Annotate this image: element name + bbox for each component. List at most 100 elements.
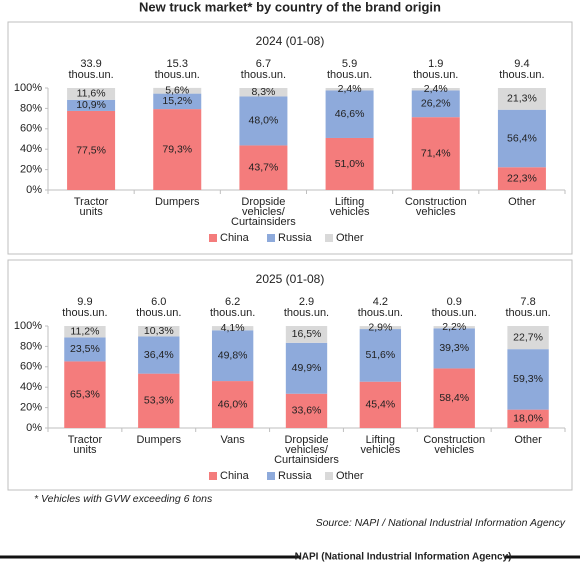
bar-segment bbox=[153, 93, 202, 110]
y-tick-label: 40% bbox=[20, 143, 42, 155]
bar-segment bbox=[239, 145, 288, 190]
legend-label: Other bbox=[336, 470, 364, 482]
legend-label: Other bbox=[336, 232, 364, 244]
value-label: 56,4% bbox=[507, 132, 537, 144]
value-label: 10,3% bbox=[144, 325, 174, 337]
total-label: 4.2 bbox=[373, 296, 388, 308]
y-tick-label: 20% bbox=[20, 402, 42, 414]
total-unit: thous.un. bbox=[136, 307, 181, 319]
bar-segment bbox=[359, 326, 402, 330]
chart-title: 2024 (01-08) bbox=[256, 34, 325, 48]
legend-swatch bbox=[325, 472, 333, 480]
bar-segment bbox=[433, 328, 475, 369]
bar-segment bbox=[497, 109, 546, 168]
total-label: 9.9 bbox=[77, 296, 92, 308]
legend-swatch bbox=[267, 472, 275, 480]
y-tick-label: 20% bbox=[20, 164, 42, 176]
legend-swatch bbox=[267, 234, 275, 242]
value-label: 22,7% bbox=[513, 331, 543, 343]
value-label: 49,8% bbox=[218, 349, 248, 361]
x-tick-label: Tractor units bbox=[68, 434, 103, 456]
value-label: 23,5% bbox=[70, 343, 100, 355]
y-tick-label: 80% bbox=[20, 340, 42, 352]
value-label: 46,6% bbox=[335, 108, 365, 120]
total-unit: thous.un. bbox=[358, 307, 403, 319]
total-unit: thous.un. bbox=[62, 307, 107, 319]
bar-segment bbox=[433, 326, 475, 329]
total-unit: thous.un. bbox=[505, 307, 550, 319]
legend-swatch bbox=[325, 234, 333, 242]
bar-segment bbox=[325, 137, 374, 190]
value-label: 18,0% bbox=[513, 413, 543, 425]
bar-segment bbox=[411, 90, 460, 118]
total-label: 0.9 bbox=[447, 296, 462, 308]
total-label: 6.7 bbox=[256, 58, 271, 70]
value-label: 58,4% bbox=[439, 392, 469, 404]
value-label: 59,3% bbox=[513, 373, 543, 385]
footer: NAPI (National Industrial Information Ag… bbox=[295, 552, 512, 563]
x-tick-label: Lifting vehicles bbox=[360, 434, 400, 456]
bar-segment bbox=[359, 381, 402, 428]
x-tick-label: Dropside vehicles/Curtainsiders bbox=[274, 434, 339, 466]
value-label: 8,3% bbox=[251, 86, 275, 98]
y-tick-label: 0% bbox=[26, 184, 42, 196]
bar-segment bbox=[285, 342, 328, 394]
bar-segment bbox=[138, 336, 180, 374]
bar-segment bbox=[285, 393, 328, 428]
total-label: 6.2 bbox=[225, 296, 240, 308]
x-tick-label: Lifting vehicles bbox=[330, 196, 370, 218]
legend-label: China bbox=[220, 470, 250, 482]
total-label: 2.9 bbox=[299, 296, 314, 308]
value-label: 2,2% bbox=[442, 321, 466, 333]
total-label: 9.4 bbox=[514, 58, 529, 70]
bar-segment bbox=[411, 117, 460, 190]
total-unit: thous.un. bbox=[413, 69, 458, 81]
total-unit: thous.un. bbox=[210, 307, 255, 319]
bar-segment bbox=[211, 326, 254, 331]
page-title: New truck market* by country of the bran… bbox=[139, 0, 441, 14]
x-tick-label: Dumpers bbox=[155, 196, 200, 208]
total-unit: thous.un. bbox=[432, 307, 477, 319]
bar-segment bbox=[325, 88, 374, 91]
total-label: 6.0 bbox=[151, 296, 166, 308]
value-label: 39,3% bbox=[439, 342, 469, 354]
x-tick-label: Construction vehicles bbox=[405, 196, 467, 218]
total-unit: thous.un. bbox=[284, 307, 329, 319]
value-label: 11,6% bbox=[77, 88, 106, 100]
bar-segment bbox=[285, 326, 328, 343]
y-tick-label: 60% bbox=[20, 123, 42, 135]
total-label: 7.8 bbox=[520, 296, 535, 308]
x-tick-label: Dumpers bbox=[136, 434, 181, 446]
bar-segment bbox=[153, 87, 202, 94]
legend-label: China bbox=[220, 232, 250, 244]
value-label: 46,0% bbox=[218, 398, 248, 410]
bar-segment bbox=[359, 329, 402, 382]
bar-segment bbox=[507, 326, 549, 350]
bar-segment bbox=[325, 90, 374, 138]
bar-segment bbox=[497, 167, 546, 190]
bar-segment bbox=[411, 88, 460, 91]
value-label: 43,7% bbox=[249, 161, 279, 173]
bar-segment bbox=[67, 110, 116, 190]
total-unit: thous.un. bbox=[155, 69, 200, 81]
value-label: 48,0% bbox=[249, 115, 279, 127]
legend-swatch bbox=[209, 472, 217, 480]
bar-segment bbox=[507, 349, 549, 410]
source: Source: NAPI / National Industrial Infor… bbox=[316, 517, 566, 529]
value-label: 45,4% bbox=[365, 399, 395, 411]
bar-segment bbox=[211, 330, 254, 382]
value-label: 51,6% bbox=[365, 349, 395, 361]
y-tick-label: 100% bbox=[14, 320, 42, 332]
bar-segment bbox=[497, 88, 546, 110]
x-tick-label: Dropside vehicles/Curtainsiders bbox=[231, 196, 296, 228]
value-label: 79,3% bbox=[162, 143, 192, 155]
x-tick-label: Vans bbox=[221, 434, 246, 446]
bar-segment bbox=[507, 409, 549, 428]
value-label: 11,2% bbox=[70, 325, 99, 337]
bar-segment bbox=[239, 88, 288, 97]
total-label: 15.3 bbox=[167, 58, 188, 70]
bar-segment bbox=[67, 88, 116, 100]
total-unit: thous.un. bbox=[68, 69, 113, 81]
chart-title: 2025 (01-08) bbox=[256, 272, 325, 286]
value-label: 49,9% bbox=[292, 362, 322, 374]
